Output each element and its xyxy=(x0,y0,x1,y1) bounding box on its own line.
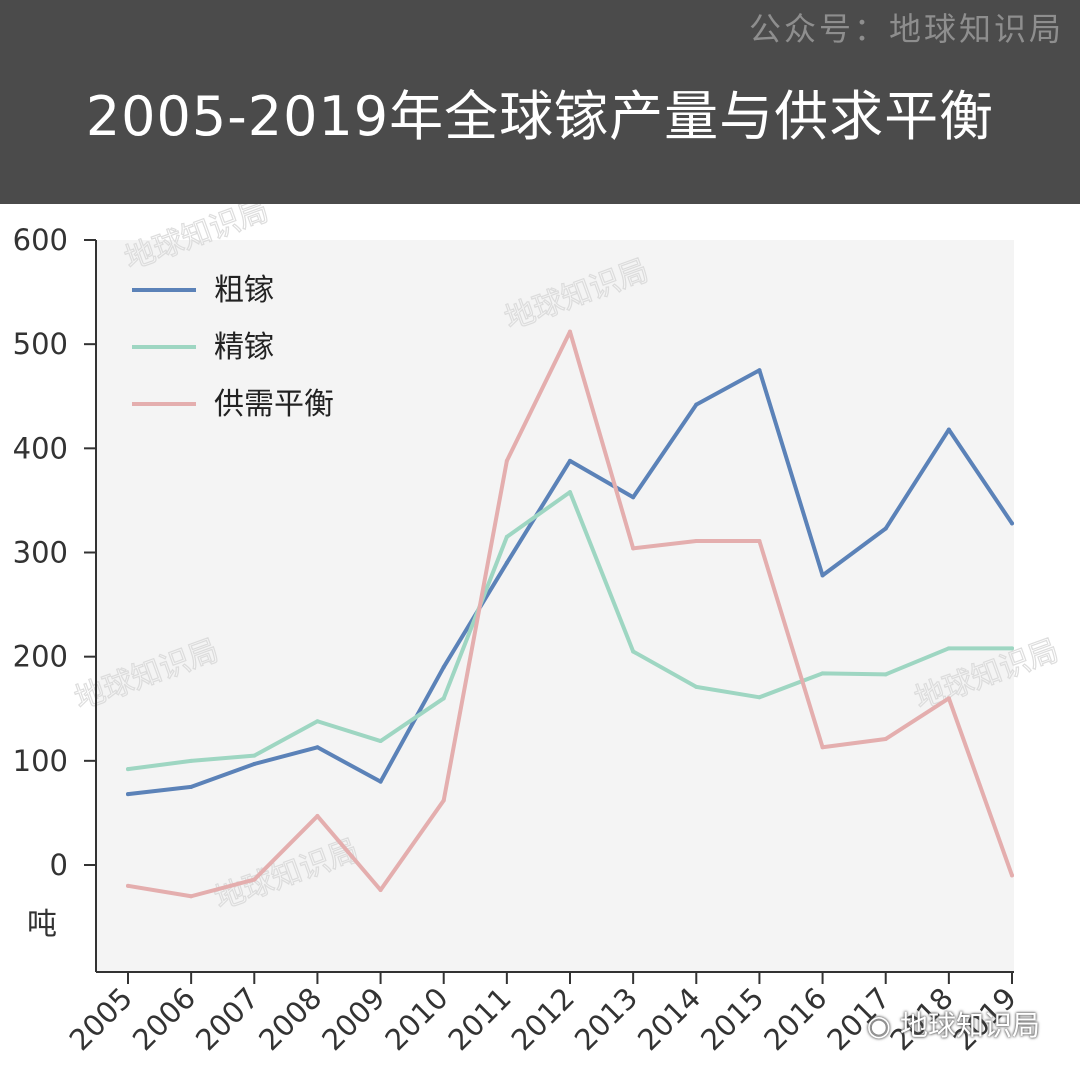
data-point xyxy=(378,779,383,784)
data-point xyxy=(189,758,194,763)
data-point xyxy=(378,739,383,744)
data-point xyxy=(568,490,572,495)
y-tick-label: 500 xyxy=(13,327,68,361)
data-point xyxy=(946,427,951,432)
x-tick-label: 2007 xyxy=(189,981,265,1057)
data-point xyxy=(1010,521,1014,526)
data-point xyxy=(946,696,951,701)
data-point xyxy=(694,684,699,689)
data-point xyxy=(126,792,130,797)
data-point xyxy=(441,696,446,701)
data-point xyxy=(1010,646,1014,651)
data-point xyxy=(820,671,825,676)
data-point xyxy=(504,560,509,565)
legend-label: 粗镓 xyxy=(214,273,274,308)
data-point xyxy=(252,753,257,758)
data-point xyxy=(189,784,194,789)
data-point xyxy=(315,719,320,724)
data-point xyxy=(631,495,636,500)
data-point xyxy=(820,573,825,578)
x-tick-label: 2012 xyxy=(505,981,581,1057)
x-tick-label: 2006 xyxy=(126,981,202,1057)
data-point xyxy=(631,649,636,654)
data-point xyxy=(757,539,762,544)
x-tick-label: 2008 xyxy=(252,981,328,1057)
y-tick-label: 100 xyxy=(13,744,68,778)
data-point xyxy=(757,368,762,373)
data-point xyxy=(378,888,383,892)
data-point xyxy=(883,526,888,531)
data-point xyxy=(757,695,762,700)
x-tick-label: 2005 xyxy=(63,981,139,1057)
x-tick-label: 2009 xyxy=(315,981,391,1057)
data-point xyxy=(1010,873,1014,878)
data-point xyxy=(820,745,825,750)
data-point xyxy=(946,646,951,651)
account-name: 公众号：地球知识局 xyxy=(748,10,1064,48)
x-tick-label: 2014 xyxy=(631,981,707,1057)
y-tick-label: 0 xyxy=(50,848,68,882)
data-point xyxy=(315,814,320,819)
x-tick-label: 2016 xyxy=(757,981,833,1057)
wechat-icon: ◉ xyxy=(866,1009,892,1042)
x-tick-label: 2011 xyxy=(442,981,518,1057)
data-point xyxy=(252,877,257,882)
header-banner: 公众号：地球知识局 2005-2019年全球镓产量与供求平衡 xyxy=(0,0,1080,204)
data-point xyxy=(504,458,509,463)
x-tick-label: 2015 xyxy=(694,981,770,1057)
footer-watermark-text: 地球知识局 xyxy=(899,1009,1040,1042)
data-point xyxy=(568,329,572,334)
data-point xyxy=(126,767,130,772)
data-point xyxy=(631,546,636,551)
data-point xyxy=(694,402,699,407)
data-point xyxy=(252,761,257,766)
y-tick-label: 200 xyxy=(13,640,68,674)
x-tick-label: 2010 xyxy=(378,981,454,1057)
series-layer xyxy=(126,329,1014,899)
y-tick-label: 600 xyxy=(13,223,68,257)
data-point xyxy=(441,665,446,670)
data-point xyxy=(883,672,888,677)
legend-label: 供需平衡 xyxy=(214,387,334,422)
footer-watermark: ◉ 地球知识局 xyxy=(867,1004,1040,1044)
data-point xyxy=(189,894,194,899)
chart-title: 2005-2019年全球镓产量与供求平衡 xyxy=(85,85,995,148)
y-tick-label: 300 xyxy=(13,536,68,570)
data-point xyxy=(883,736,888,741)
data-point xyxy=(694,539,699,544)
y-tick-label: 400 xyxy=(13,431,68,465)
data-point xyxy=(441,798,446,803)
x-tick-label: 2013 xyxy=(568,981,644,1057)
legend-label: 精镓 xyxy=(214,330,274,365)
data-point xyxy=(315,745,320,750)
data-point xyxy=(126,883,130,888)
y-axis-label: 吨 xyxy=(27,907,57,942)
data-point xyxy=(568,458,572,463)
data-point xyxy=(504,534,509,539)
